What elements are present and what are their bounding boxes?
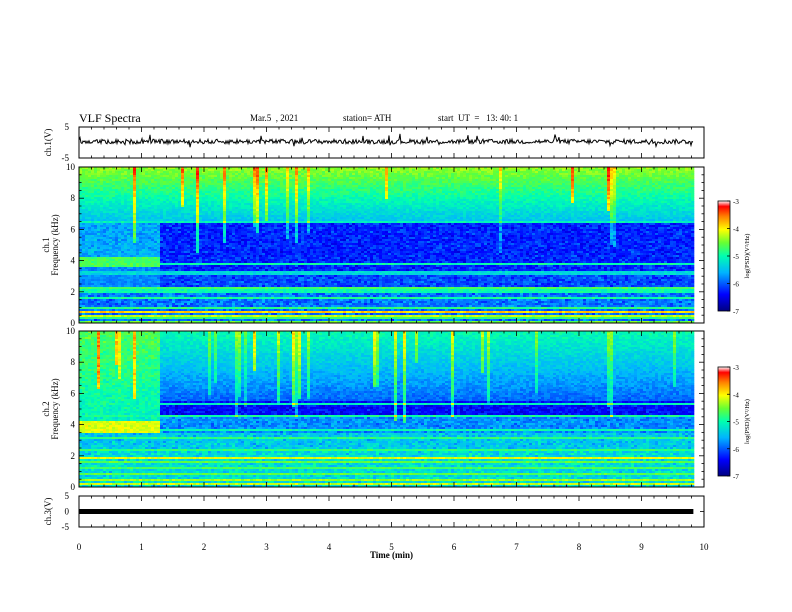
colorbar-label: log(PSD)(V²/Hz): [744, 399, 751, 444]
y-axis-label: Frequency (kHz): [50, 378, 60, 439]
x-tick-label: 1: [139, 542, 144, 552]
x-tick-label: 9: [639, 542, 644, 552]
x-tick-label: 5: [389, 542, 394, 552]
colorbar-tick-label: -3: [733, 364, 739, 372]
spectrogram-ch2: [79, 331, 695, 488]
y-axis-label: ch.3(V): [43, 498, 53, 526]
x-tick-label: 0: [77, 542, 82, 552]
y-tick-label: 2: [71, 451, 76, 461]
colorbar-tick-label: -6: [733, 446, 739, 454]
y-axis-channel-label: ch.1: [41, 237, 51, 252]
y-tick-label: 0: [71, 482, 76, 492]
ch1-trace: [78, 133, 694, 149]
y-tick-label: 4: [71, 256, 76, 266]
colorbar-tick-label: -5: [733, 419, 739, 427]
colorbar-tick-label: -4: [733, 391, 739, 399]
y-axis-label: Frequency (kHz): [50, 214, 60, 275]
y-tick-label: -5: [62, 153, 70, 163]
y-tick-label: 6: [71, 388, 76, 398]
y-tick-label: 5: [65, 122, 70, 132]
x-tick-label: 4: [327, 542, 332, 552]
y-tick-label: 2: [71, 287, 76, 297]
x-tick-label: 6: [452, 542, 457, 552]
x-tick-label: 2: [202, 542, 207, 552]
y-tick-label: 8: [71, 357, 76, 367]
colorbar-tick-label: -7: [733, 473, 739, 481]
colorbar-tick-label: -6: [733, 281, 739, 289]
start-time-label: start UT = 13: 40: 1: [438, 113, 518, 123]
x-tick-label: 7: [514, 542, 519, 552]
colorbar-label: log(PSD)(V²/Hz): [744, 234, 751, 279]
figure-title: VLF Spectra: [79, 111, 141, 126]
y-tick-label: 4: [71, 420, 76, 430]
y-tick-label: 10: [66, 162, 76, 172]
station-label: station= ATH: [343, 113, 391, 123]
y-axis-channel-label: ch.2: [41, 401, 51, 416]
y-tick-label: 6: [71, 224, 76, 234]
x-tick-label: 3: [264, 542, 269, 552]
y-tick-label: 5: [65, 491, 70, 501]
ch3-trace: [79, 509, 694, 514]
y-axis-label: ch.1(V): [43, 129, 53, 157]
x-axis-label: Time (min): [370, 550, 413, 560]
x-tick-label: 10: [700, 542, 710, 552]
colorbar-tick-label: -5: [733, 253, 739, 261]
y-tick-label: -5: [62, 522, 70, 532]
y-tick-label: 10: [66, 326, 76, 336]
date-label: Mar.5 , 2021: [250, 113, 298, 123]
y-tick-label: 0: [65, 507, 70, 517]
colorbar-tick-label: -3: [733, 198, 739, 206]
colorbar-tick-label: -4: [733, 226, 739, 234]
x-tick-label: 8: [577, 542, 582, 552]
y-tick-label: 8: [71, 193, 76, 203]
spectrogram-ch1: [79, 167, 695, 324]
colorbar-tick-label: -7: [733, 308, 739, 316]
y-tick-label: 0: [71, 318, 76, 328]
